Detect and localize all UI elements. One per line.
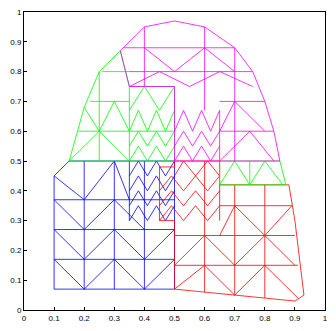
svg-text:0.5: 0.5 <box>169 314 181 323</box>
svg-text:0.4: 0.4 <box>139 314 151 323</box>
svg-text:0.1: 0.1 <box>10 276 22 285</box>
svg-text:0.1: 0.1 <box>49 314 61 323</box>
svg-text:0.8: 0.8 <box>10 67 22 76</box>
svg-text:0: 0 <box>22 314 27 323</box>
svg-text:0.6: 0.6 <box>10 127 22 136</box>
svg-text:0.9: 0.9 <box>289 314 301 323</box>
svg-text:1: 1 <box>17 8 22 17</box>
svg-text:0.8: 0.8 <box>259 314 271 323</box>
svg-text:0.2: 0.2 <box>10 246 22 255</box>
svg-text:0.2: 0.2 <box>79 314 91 323</box>
svg-text:0.4: 0.4 <box>10 187 22 196</box>
svg-text:0.3: 0.3 <box>10 216 22 225</box>
svg-text:0: 0 <box>17 306 22 315</box>
svg-text:0.5: 0.5 <box>10 157 22 166</box>
svg-text:0.9: 0.9 <box>10 38 22 47</box>
svg-text:0.7: 0.7 <box>10 97 22 106</box>
svg-text:0.7: 0.7 <box>229 314 241 323</box>
svg-text:0.3: 0.3 <box>109 314 121 323</box>
svg-text:1: 1 <box>323 314 328 323</box>
svg-text:0.6: 0.6 <box>199 314 211 323</box>
